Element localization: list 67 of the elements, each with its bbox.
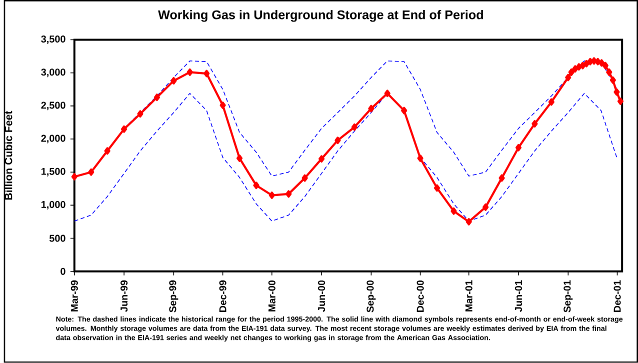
point xyxy=(286,190,292,198)
point xyxy=(236,154,243,162)
y-tick-label: 1,000 xyxy=(41,201,66,210)
x-tick-label: Jun-01 xyxy=(514,280,522,312)
point xyxy=(401,106,408,114)
point xyxy=(434,184,440,192)
x-tick-label: Sep-00 xyxy=(366,280,376,312)
point xyxy=(576,63,582,71)
point xyxy=(137,110,144,118)
y-tick-label: 3,500 xyxy=(41,36,66,44)
point xyxy=(602,62,608,70)
point xyxy=(120,125,128,133)
point xyxy=(318,155,325,163)
point xyxy=(302,174,308,182)
point xyxy=(594,58,601,66)
point xyxy=(532,120,538,128)
point xyxy=(617,98,624,106)
point xyxy=(572,65,578,73)
y-tick-label: 500 xyxy=(49,234,66,242)
point xyxy=(268,192,275,200)
y-axis-title: Billion Cubic Feet xyxy=(4,111,12,200)
point xyxy=(598,59,605,67)
x-tick-label: Sep-01 xyxy=(564,280,573,312)
point xyxy=(204,70,210,78)
point xyxy=(614,88,620,96)
point xyxy=(154,94,160,102)
point xyxy=(384,90,390,98)
point xyxy=(580,62,586,70)
point xyxy=(170,77,177,85)
x-tick-label: Dec-01 xyxy=(614,280,621,312)
x-tick-label: Mar-01 xyxy=(465,280,472,312)
point xyxy=(334,136,341,144)
point xyxy=(351,123,358,131)
point xyxy=(482,204,489,211)
point xyxy=(568,68,574,76)
point xyxy=(498,174,505,182)
point xyxy=(606,68,612,76)
point xyxy=(104,147,110,155)
x-tick-label: Dec-99 xyxy=(219,280,226,312)
x-tick-label: Mar-00 xyxy=(268,280,276,312)
point xyxy=(515,144,522,152)
point xyxy=(417,154,424,162)
x-tick-label: Sep-99 xyxy=(169,280,178,312)
x-tick-label: Mar-99 xyxy=(70,280,78,312)
point xyxy=(583,60,590,68)
point xyxy=(466,218,472,226)
point xyxy=(548,98,554,106)
x-tick-label: Dec-00 xyxy=(416,280,424,312)
point xyxy=(253,182,260,190)
point xyxy=(610,76,616,84)
point xyxy=(368,104,374,112)
point xyxy=(590,57,598,65)
point xyxy=(88,168,94,176)
y-tick-label: 2,500 xyxy=(41,102,66,110)
chart-title: Working Gas in Underground Storage at End of Period xyxy=(158,10,483,22)
point xyxy=(565,74,572,82)
y-tick-label: 2,000 xyxy=(41,134,66,144)
y-tick-label: 3,000 xyxy=(41,68,66,78)
y-tick-label: 1,500 xyxy=(41,168,66,176)
point xyxy=(71,173,78,181)
x-tick-label: Jun-99 xyxy=(120,280,128,312)
point xyxy=(450,208,457,215)
point xyxy=(220,102,226,110)
point xyxy=(186,68,193,76)
point xyxy=(587,58,594,66)
x-tick-label: Jun-00 xyxy=(318,280,326,312)
y-tick-label: 0 xyxy=(60,268,66,275)
